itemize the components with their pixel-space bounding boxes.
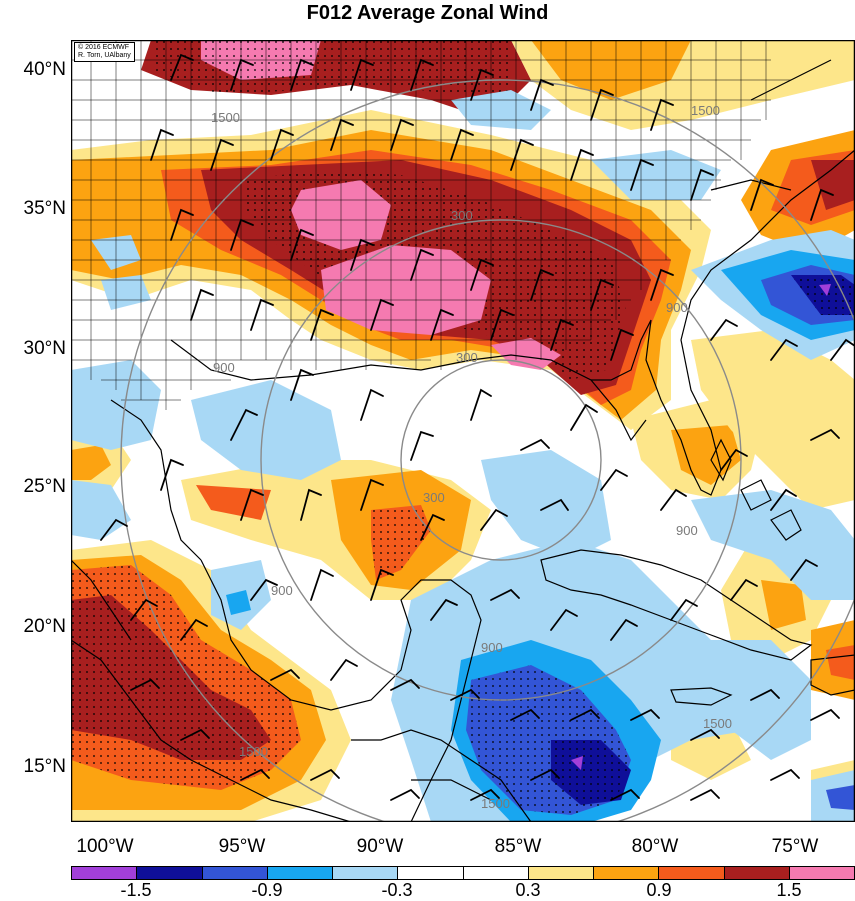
colorbar (71, 866, 855, 880)
latitude-label: 20°N (23, 616, 66, 637)
colorbar-swatch (202, 867, 268, 879)
colorbar-swatch (137, 867, 203, 879)
colorbar-label: -0.3 (381, 880, 413, 900)
ring-label: 900 (213, 360, 235, 375)
range-rings (120, 79, 855, 822)
colorbar-label: -0.9 (251, 880, 283, 900)
longitude-label: 90°W (356, 836, 404, 857)
colorbar-label: 0.3 (515, 880, 541, 900)
ring-label: 300 (451, 208, 473, 223)
latitude-label: 25°N (23, 476, 66, 497)
colorbar-swatch (528, 867, 594, 879)
colorbar-swatch (594, 867, 660, 879)
ring-label: 300 (423, 490, 445, 505)
ring-label: 1500 (211, 110, 240, 125)
colorbar-label: 0.9 (646, 880, 672, 900)
colorbar-swatch (72, 867, 138, 879)
ring-label: 900 (676, 523, 698, 538)
positive-wind-anomaly-fills (71, 40, 855, 822)
colorbar-label: 1.5 (776, 880, 802, 900)
range-ring-labels: 300 300 300 900 900 900 900 900 1500 150… (211, 103, 732, 811)
colorbar-swatch (333, 867, 399, 879)
wind-barbs (100, 53, 855, 801)
ring-label: 900 (666, 300, 688, 315)
ring-label: 900 (271, 583, 293, 598)
credit-box: © 2016 ECMWF R. Torn, UAlbany (74, 42, 135, 62)
ring-label: 1500 (481, 796, 510, 811)
ring-label: 1500 (691, 103, 720, 118)
longitude-label: 95°W (218, 836, 266, 857)
map-canvas: 300 300 300 900 900 900 900 900 1500 150… (71, 40, 855, 822)
longitude-label: 85°W (494, 836, 542, 857)
longitude-label: 75°W (771, 836, 819, 857)
latitude-label: 15°N (23, 756, 66, 777)
latitude-label: 35°N (23, 198, 66, 219)
colorbar-swatch (267, 867, 333, 879)
colorbar-swatch (789, 867, 854, 879)
colorbar-swatch (659, 867, 725, 879)
ring-label: 1500 (703, 716, 732, 731)
ring-label: 900 (481, 640, 503, 655)
colorbar-swatch (724, 867, 790, 879)
credit-line-1: © 2016 ECMWF (78, 44, 130, 51)
colorbar-swatch (463, 867, 529, 879)
longitude-label: 100°W (76, 836, 134, 857)
credit-line-2: R. Torn, UAlbany (78, 52, 131, 59)
zonal-wind-map: 300 300 300 900 900 900 900 900 1500 150… (71, 40, 855, 822)
ring-label: 1500 (239, 744, 268, 759)
latitude-label: 40°N (23, 59, 66, 80)
latitude-label: 30°N (23, 338, 66, 359)
map-title: F012 Average Zonal Wind (306, 2, 549, 24)
negative-wind-anomaly-fills (71, 90, 855, 822)
colorbar-swatch (398, 867, 464, 879)
coastlines (71, 59, 855, 822)
longitude-label: 80°W (631, 836, 679, 857)
colorbar-label: -1.5 (120, 880, 152, 900)
ring-label: 300 (456, 350, 478, 365)
